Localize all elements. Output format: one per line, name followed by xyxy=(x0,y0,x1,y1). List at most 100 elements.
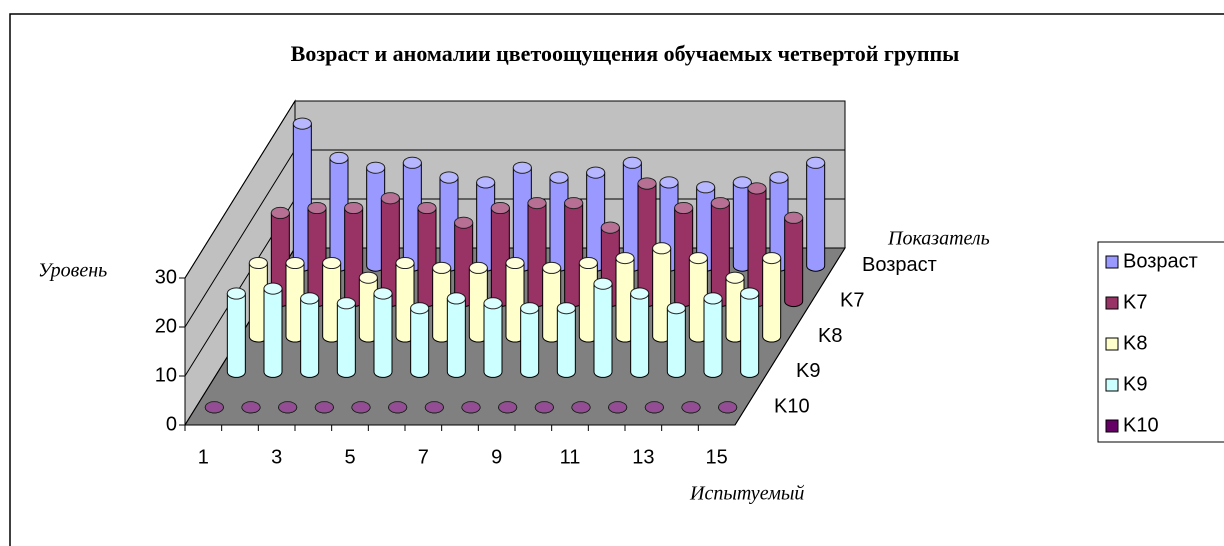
bar-top xyxy=(762,252,782,265)
bar-top-shade xyxy=(205,401,224,413)
bar xyxy=(784,211,804,308)
bar-top xyxy=(300,292,320,305)
x-tick-label: 1 xyxy=(198,446,209,468)
bar-top-shade xyxy=(432,262,451,274)
bar-top xyxy=(483,297,503,310)
y-tick-label: 0 xyxy=(166,413,177,435)
bar-top-shade xyxy=(513,162,532,174)
bar-top-shade xyxy=(286,257,304,269)
bar-top xyxy=(681,401,701,414)
bar-top-shade xyxy=(469,262,488,274)
bar-top-shade xyxy=(594,278,612,290)
bar-top-shade xyxy=(271,207,290,219)
bar-top-shade xyxy=(418,202,436,214)
bar-top-shade xyxy=(498,401,517,413)
bar xyxy=(351,401,371,414)
bar-body xyxy=(703,297,723,378)
bar-top-shade xyxy=(542,262,561,274)
bar-top xyxy=(366,161,386,174)
bar-top xyxy=(740,287,760,300)
bar-top-shade xyxy=(674,202,693,214)
bar-body xyxy=(410,307,430,378)
bar-top xyxy=(292,117,312,130)
bar-top xyxy=(270,206,290,219)
bar-top-shade xyxy=(366,162,385,174)
legend-swatch xyxy=(1105,296,1119,310)
bar-top-shade xyxy=(410,302,429,314)
bar-body xyxy=(740,293,760,378)
bar-top-shade xyxy=(462,401,480,413)
bar-top-shade xyxy=(535,401,554,413)
bar-body xyxy=(446,297,466,378)
z-tick-label: K10 xyxy=(774,396,810,418)
legend-box xyxy=(1097,241,1224,443)
bar-top-shade xyxy=(330,152,348,164)
legend-swatch xyxy=(1105,337,1119,351)
bar-top-shade xyxy=(682,401,700,413)
bar-top-shade xyxy=(638,178,656,189)
bar-top xyxy=(285,257,305,269)
bar xyxy=(512,161,532,272)
bar-body xyxy=(666,307,686,378)
bar xyxy=(571,401,591,414)
bar-top-shade xyxy=(550,172,568,183)
bar xyxy=(314,401,334,414)
bar-top-shade xyxy=(660,176,678,188)
bar xyxy=(336,297,356,378)
bar-top xyxy=(806,156,826,169)
bar xyxy=(410,302,430,378)
y-tick-label: 20 xyxy=(155,315,177,337)
bar-body xyxy=(762,257,782,343)
bar-top-shade xyxy=(308,202,326,214)
bar-top xyxy=(520,302,540,315)
bar-top xyxy=(637,177,657,190)
bar-top xyxy=(358,271,378,284)
bar-top-shade xyxy=(300,292,319,304)
legend-swatch xyxy=(1105,419,1119,433)
bar-body xyxy=(373,293,393,378)
bar-top-shade xyxy=(608,401,627,413)
bar-top xyxy=(615,252,635,265)
bar-top xyxy=(710,197,730,210)
y-axis-label: Уровень xyxy=(38,260,107,282)
bar-top-shade xyxy=(564,197,583,209)
bar-top-shade xyxy=(315,401,334,413)
bar-top-shade xyxy=(718,401,737,413)
bar-top xyxy=(593,277,613,290)
bar-top xyxy=(410,302,430,315)
bar-top xyxy=(329,151,349,164)
bar xyxy=(666,302,686,378)
bar xyxy=(446,292,466,378)
bar xyxy=(703,292,723,378)
bar-body xyxy=(630,293,650,378)
bar-top xyxy=(314,401,334,414)
bar-top xyxy=(556,302,576,315)
legend-swatch xyxy=(1105,378,1119,392)
x-tick-label: 15 xyxy=(706,446,728,468)
bar-top xyxy=(388,401,408,414)
bar-top-shade xyxy=(762,252,781,264)
bar xyxy=(498,401,518,414)
bar xyxy=(468,261,488,343)
bar xyxy=(630,287,650,378)
x-tick-label: 7 xyxy=(418,446,429,468)
bar-top-shade xyxy=(293,118,312,130)
bar-top xyxy=(784,211,804,224)
bar-top xyxy=(725,271,745,284)
bar-top xyxy=(674,202,694,214)
bar-top xyxy=(373,287,393,300)
bar xyxy=(226,287,246,378)
bar-top-shade xyxy=(572,401,590,413)
z-tick-label: K9 xyxy=(796,360,820,382)
bar-top xyxy=(564,197,584,210)
bar-top-shade xyxy=(344,202,363,214)
bar-top xyxy=(578,257,598,269)
bar-top-shade xyxy=(381,192,400,204)
bar xyxy=(615,252,635,343)
bar-top-shade xyxy=(704,292,722,304)
bar-top-shade xyxy=(645,401,664,413)
bar-top xyxy=(630,287,650,300)
x-tick-label: 13 xyxy=(632,446,654,468)
bar-top-shade xyxy=(454,217,473,229)
